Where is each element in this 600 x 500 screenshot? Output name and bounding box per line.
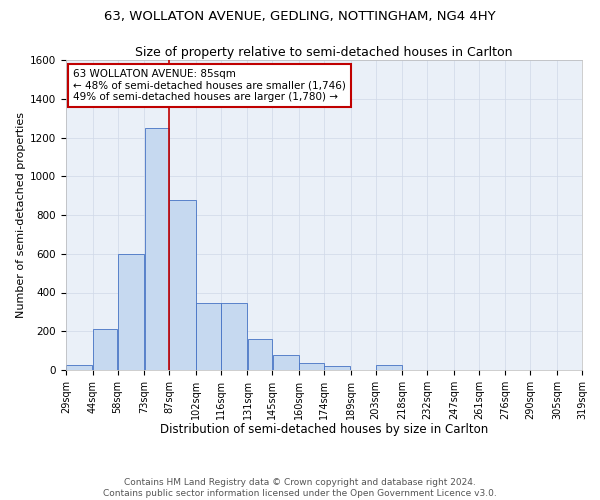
Text: 63 WOLLATON AVENUE: 85sqm
← 48% of semi-detached houses are smaller (1,746)
49% : 63 WOLLATON AVENUE: 85sqm ← 48% of semi-… [73, 68, 346, 102]
Bar [118, 254, 144, 370]
Title: Size of property relative to semi-detached houses in Carlton: Size of property relative to semi-detach… [135, 46, 513, 59]
Bar [221, 303, 247, 370]
Bar [66, 365, 92, 370]
Text: Contains HM Land Registry data © Crown copyright and database right 2024.
Contai: Contains HM Land Registry data © Crown c… [103, 478, 497, 498]
Bar [324, 366, 350, 370]
Bar [376, 365, 402, 370]
Bar [196, 303, 221, 370]
Bar [248, 339, 272, 370]
Bar [299, 363, 324, 370]
Bar [272, 356, 299, 370]
Text: 63, WOLLATON AVENUE, GEDLING, NOTTINGHAM, NG4 4HY: 63, WOLLATON AVENUE, GEDLING, NOTTINGHAM… [104, 10, 496, 23]
Bar [145, 128, 169, 370]
Bar [93, 330, 118, 370]
X-axis label: Distribution of semi-detached houses by size in Carlton: Distribution of semi-detached houses by … [160, 424, 488, 436]
Y-axis label: Number of semi-detached properties: Number of semi-detached properties [16, 112, 26, 318]
Bar [169, 200, 196, 370]
